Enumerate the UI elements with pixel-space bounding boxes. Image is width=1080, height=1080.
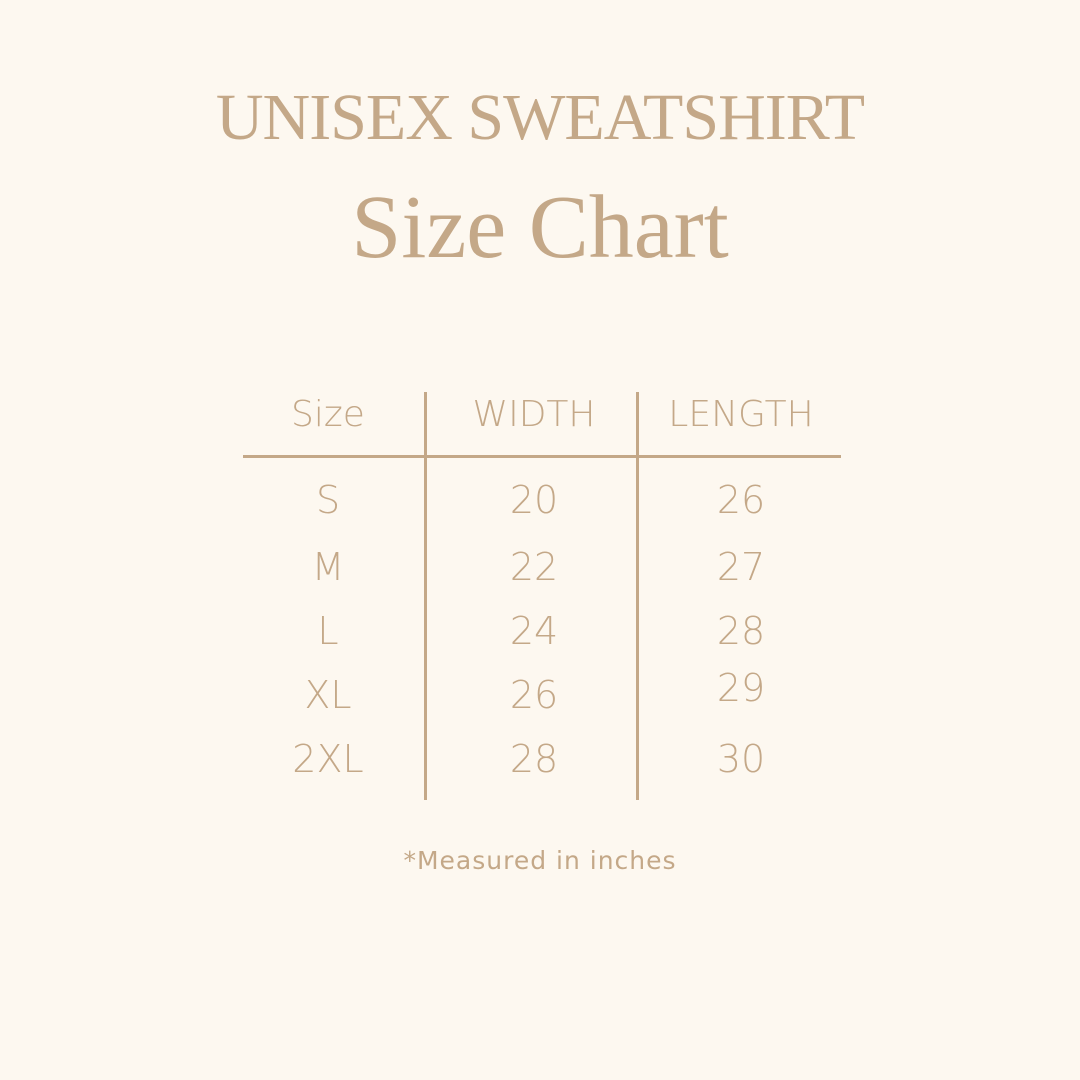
column-divider — [424, 392, 427, 800]
width-cell: 26 — [509, 673, 559, 717]
measurement-note: *Measured in inches — [403, 846, 677, 875]
size-cell: L — [317, 609, 339, 653]
size-cell: XL — [304, 673, 352, 717]
column-divider — [636, 392, 639, 800]
column-header: WIDTH — [472, 394, 596, 435]
length-cell: 26 — [716, 478, 766, 522]
width-cell: 22 — [509, 545, 559, 589]
header-divider — [243, 455, 841, 458]
size-cell: M — [311, 545, 345, 589]
size-cell: 2XL — [292, 737, 364, 781]
column-header: LENGTH — [668, 394, 814, 435]
width-cell: 20 — [509, 478, 559, 522]
size-cell: S — [315, 478, 341, 522]
product-title: UNISEX SWEATSHIRT — [215, 81, 865, 154]
length-cell: 30 — [716, 737, 766, 781]
length-cell: 27 — [716, 545, 766, 589]
width-cell: 24 — [509, 609, 559, 653]
length-cell: 28 — [716, 609, 766, 653]
width-cell: 28 — [509, 737, 559, 781]
length-cell: 29 — [716, 666, 766, 710]
column-header: Size — [291, 394, 365, 435]
page-title: Size Chart — [351, 178, 729, 277]
